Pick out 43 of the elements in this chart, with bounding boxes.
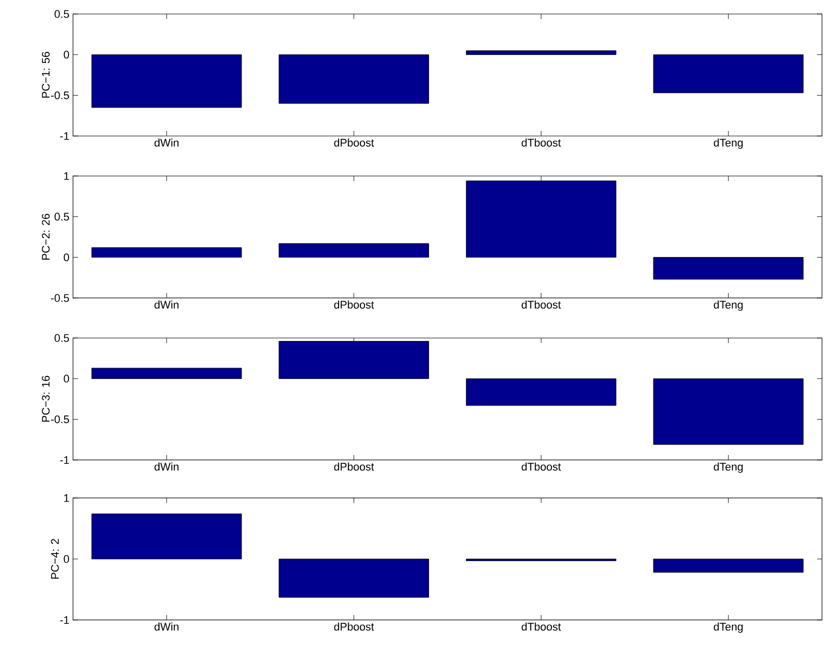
y-tick-label: -1 — [60, 616, 69, 624]
x-tick-label: dTboost — [522, 622, 561, 631]
bar — [466, 180, 616, 258]
x-tick-label: dPboost — [334, 138, 374, 147]
y-tick-label: -0.5 — [51, 415, 69, 424]
bar — [466, 378, 616, 406]
x-tick-label: dPboost — [334, 622, 374, 631]
y-tick-label: 0.5 — [54, 10, 69, 18]
y-tick-label: 1 — [64, 172, 69, 180]
y-axis-title: PC−4: 2 — [51, 539, 59, 579]
y-axis-title: PC−2: 26 — [42, 214, 50, 260]
y-tick-label: 0 — [64, 555, 70, 563]
y-tick-label: -0.5 — [51, 91, 69, 100]
y-tick-label: -1 — [60, 132, 69, 140]
y-tick-label: -1 — [60, 456, 69, 464]
bar — [278, 340, 430, 379]
bar — [653, 257, 804, 280]
x-tick-label: dTeng — [714, 622, 743, 633]
y-tick-label: 0.5 — [54, 334, 69, 342]
y-tick-label: 0 — [64, 50, 70, 59]
y-tick-label: 0.5 — [54, 212, 69, 221]
y-axis-title: PC−3: 16 — [42, 376, 50, 422]
x-tick-label: dTeng — [714, 300, 743, 311]
x-tick-label: dTboost — [522, 138, 561, 147]
x-tick-label: dPboost — [334, 300, 374, 309]
y-axis-title: PC−1: 56 — [42, 52, 50, 98]
y-tick-label: 0 — [64, 253, 70, 262]
x-tick-label: dWin — [154, 462, 178, 471]
bar — [91, 368, 242, 379]
x-tick-label: dPboost — [334, 462, 374, 471]
x-tick-label: dWin — [154, 300, 178, 309]
y-tick-label: 1 — [64, 494, 69, 502]
x-tick-label: dTboost — [522, 300, 561, 309]
x-tick-label: dTboost — [522, 462, 561, 471]
bar — [653, 378, 804, 445]
x-tick-label: dTeng — [714, 462, 743, 473]
y-tick-label: 0 — [64, 374, 70, 383]
x-tick-label: dWin — [154, 622, 178, 631]
bar — [278, 243, 430, 258]
y-tick-label: -0.5 — [51, 294, 69, 302]
x-tick-label: dWin — [154, 138, 178, 147]
x-tick-label: dTeng — [714, 138, 743, 149]
bar — [91, 247, 242, 258]
